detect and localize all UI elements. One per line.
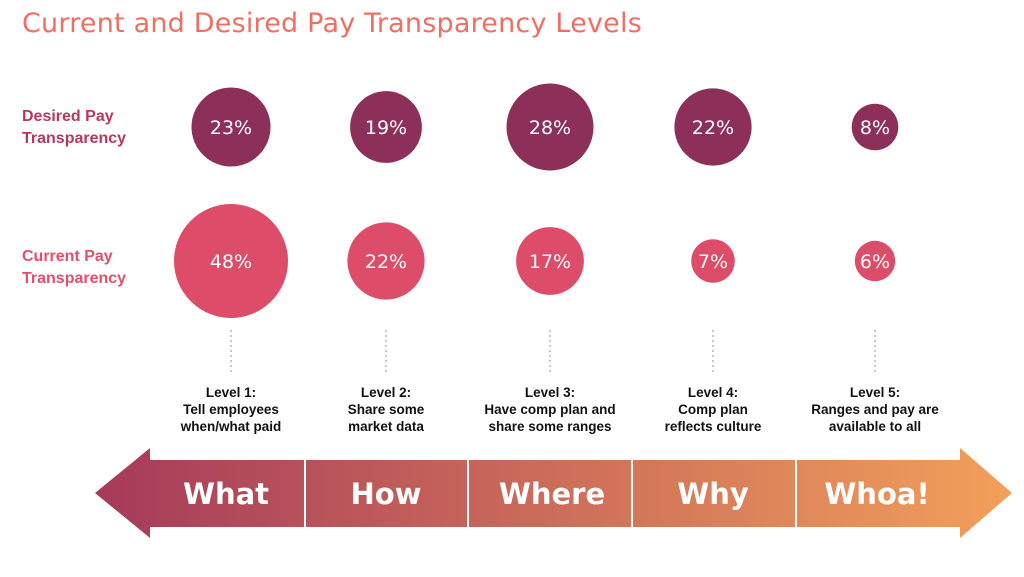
desired-bubble-3	[506, 83, 594, 171]
level-label-3: Level 3: Have comp plan and share some ran…	[465, 384, 635, 435]
current-bubble-3	[516, 227, 584, 295]
desired-value-label-1: 23%	[210, 117, 252, 139]
desired-row-label-line-1: Desired Pay	[22, 108, 114, 125]
desired-value-label-4: 22%	[692, 117, 734, 139]
connector-lines	[230, 330, 876, 372]
current-row-label: Current Pay Transparency	[22, 246, 126, 290]
level-description-5-line-2: available to all	[828, 419, 922, 434]
arrow-dividers	[304, 452, 797, 534]
desired-value-label-3: 28%	[529, 117, 571, 139]
level-description-2-line-1: Share some	[347, 402, 425, 417]
current-bubble-2	[347, 222, 425, 300]
level-heading-5: Level 5:	[849, 385, 901, 400]
stage-label-5: Whoa!	[824, 477, 929, 511]
level-heading-4: Level 4:	[687, 385, 739, 400]
current-bubble-1	[174, 204, 288, 318]
current-row-label-line-1: Current Pay	[22, 248, 113, 265]
current-bubble-4	[691, 239, 735, 283]
desired-value-label-2: 19%	[365, 117, 407, 139]
level-heading-3: Level 3:	[524, 385, 576, 400]
level-heading-2: Level 2:	[360, 385, 412, 400]
current-row-label-line-2: Transparency	[22, 270, 127, 287]
level-label-2: Level 2: Share some market data	[301, 384, 471, 435]
desired-bubble-5	[851, 103, 899, 151]
level-description-3-line-1: Have comp plan and	[484, 402, 616, 417]
level-arrow	[95, 448, 1012, 538]
level-description-1-line-1: Tell employees	[183, 402, 279, 417]
level-label-5: Level 5: Ranges and pay are available to a…	[790, 384, 960, 435]
level-description-4-line-1: Comp plan	[678, 402, 748, 417]
level-description-3-line-2: share some ranges	[488, 419, 612, 434]
level-label-1: Level 1: Tell employees when/what paid	[146, 384, 316, 435]
desired-value-label-5: 8%	[860, 117, 890, 139]
level-description-2-line-2: market data	[348, 419, 424, 434]
level-description-4-line-2: reflects culture	[664, 419, 762, 434]
current-bubble-5	[854, 240, 896, 282]
bubbles: 23% 19% 28% 22% 8% 48% 22% 17% 7% 6%	[174, 83, 899, 318]
current-value-label-4: 7%	[698, 251, 728, 273]
current-value-label-2: 22%	[365, 251, 407, 273]
desired-bubble-1	[191, 87, 271, 167]
stage-label-3: Where	[499, 477, 605, 511]
desired-bubble-2	[350, 91, 422, 163]
stage-label-4: Why	[677, 477, 749, 511]
desired-row-label: Desired Pay Transparency	[22, 106, 126, 150]
desired-bubble-4	[674, 88, 752, 166]
level-description-1-line-2: when/what paid	[180, 419, 282, 434]
current-value-label-1: 48%	[210, 251, 252, 273]
stage-label-1: What	[183, 477, 269, 511]
level-description-5-line-1: Ranges and pay are	[811, 402, 939, 417]
current-value-label-3: 17%	[529, 251, 571, 273]
level-heading-1: Level 1:	[205, 385, 257, 400]
level-label-4: Level 4: Comp plan reflects culture	[628, 384, 798, 435]
stage-label-2: How	[351, 477, 422, 511]
chart-title: Current and Desired Pay Transparency Lev…	[22, 8, 642, 39]
desired-row-label-line-2: Transparency	[22, 130, 127, 147]
current-value-label-5: 6%	[860, 251, 890, 273]
stage-labels: What How Where Why Whoa!	[183, 477, 930, 511]
